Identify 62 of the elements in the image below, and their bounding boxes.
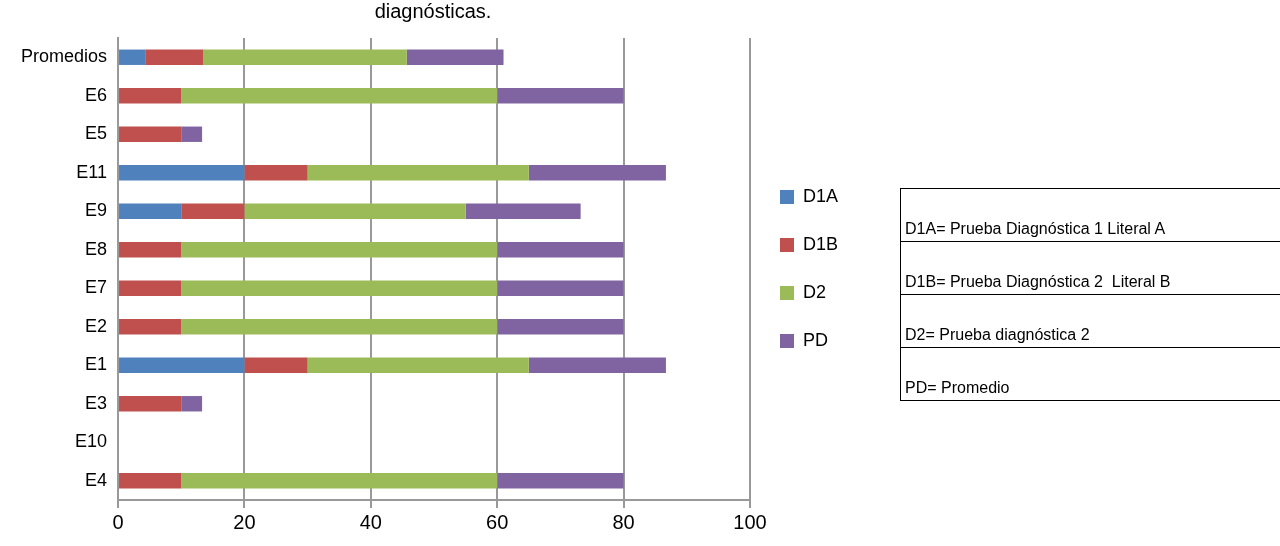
bar — [497, 319, 624, 335]
bar — [528, 357, 666, 373]
bar — [145, 49, 204, 65]
bar — [497, 280, 624, 296]
x-tick-label: 20 — [233, 510, 256, 533]
bar — [203, 49, 407, 65]
x-tick-label: 60 — [486, 510, 509, 533]
x-tick-label: 80 — [612, 510, 635, 533]
bar — [119, 280, 182, 296]
bar — [181, 203, 245, 219]
bar — [119, 88, 182, 104]
bar — [119, 126, 182, 142]
bar — [244, 165, 308, 181]
y-tick-label: E4 — [85, 469, 108, 490]
bar — [119, 165, 245, 181]
bar — [119, 473, 182, 489]
bar — [119, 203, 182, 219]
y-tick-label: E6 — [85, 84, 108, 105]
text: D2= Prueba diagnóstica 2 — [900, 294, 1280, 348]
legend-label: D1A — [802, 185, 838, 206]
bar — [528, 165, 666, 181]
y-tick-label: Promedios — [20, 46, 108, 67]
bar — [307, 165, 529, 181]
text: D1A= Prueba Diagnóstica 1 Literal A — [900, 188, 1280, 242]
bar — [181, 88, 498, 104]
x-tick-label: 100 — [733, 510, 767, 533]
y-tick-label: E5 — [85, 123, 108, 144]
bar — [307, 357, 529, 373]
y-tick-label: E10 — [75, 431, 108, 452]
bar — [119, 49, 146, 65]
bar — [181, 126, 203, 142]
y-tick-label: E2 — [85, 315, 108, 336]
y-tick-label: E3 — [85, 392, 108, 413]
bar — [181, 280, 498, 296]
bar — [497, 242, 624, 258]
bar — [181, 242, 498, 258]
bar — [244, 203, 466, 219]
bar — [497, 473, 624, 489]
bar — [119, 242, 182, 258]
legend-label: D1B — [802, 233, 838, 254]
bar — [119, 396, 182, 412]
x-tick-label: 40 — [359, 510, 382, 533]
text: D1B= Prueba Diagnóstica 2 Literal B — [900, 241, 1280, 295]
y-tick-label: E1 — [85, 354, 108, 375]
bar — [181, 473, 498, 489]
y-tick-label: E11 — [76, 161, 108, 182]
chart-title: diagnósticas. — [374, 0, 492, 22]
y-tick-label: E9 — [85, 200, 108, 221]
legend-label: PD — [802, 329, 828, 350]
legend-label: D2 — [802, 281, 826, 302]
bar — [497, 88, 624, 104]
bar — [119, 357, 245, 373]
text: PD= Promedio — [900, 347, 1280, 401]
bar — [244, 357, 308, 373]
y-tick-label: E7 — [85, 277, 108, 298]
y-tick-label: E8 — [85, 238, 108, 259]
x-tick-label: 0 — [112, 510, 124, 533]
bar — [465, 203, 581, 219]
bar — [181, 319, 498, 335]
bar — [181, 396, 203, 412]
bar — [406, 49, 504, 65]
bar — [119, 319, 182, 335]
